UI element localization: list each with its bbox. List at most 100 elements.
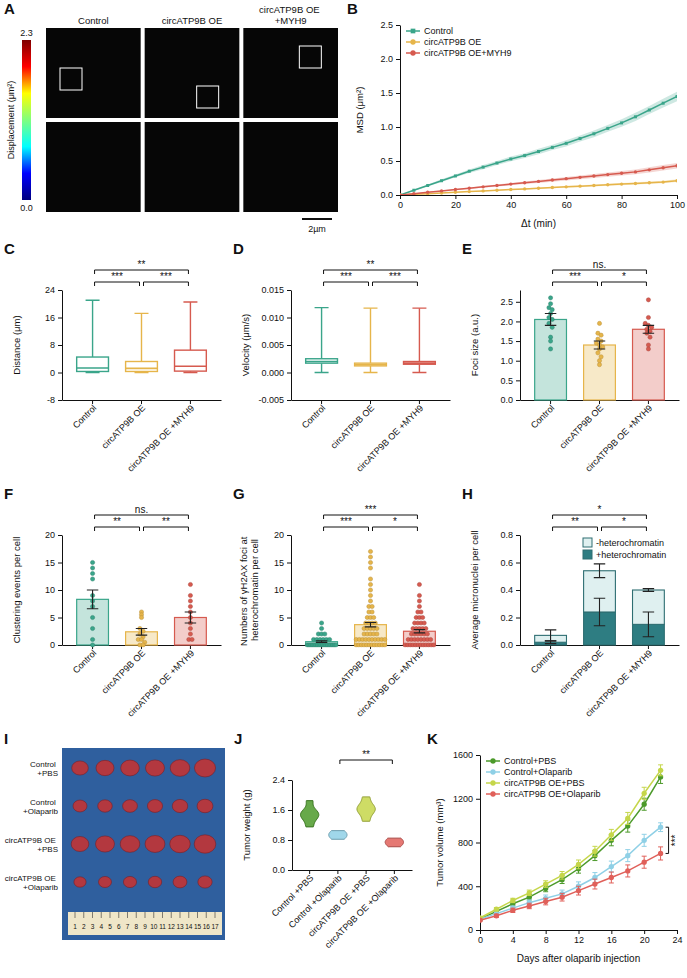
significance-bracket [144,527,189,531]
y-tick-label: 1.5 [380,88,393,98]
data-point [509,157,512,160]
x-axis: ControlcircATP9B OEcircATP9B OE +MYH9 [521,400,680,474]
x-tick: 40 [506,195,516,210]
y-tick-mark [288,870,292,871]
x-tick-mark [511,195,512,199]
significance-label: *** [111,271,123,282]
y-axis-line [62,536,63,646]
data-point [592,174,595,177]
y-tick: 1.6 [272,805,292,815]
y-axis-title: Clustering events per cell [11,537,22,644]
colorbar [22,40,31,200]
x-tick-label: circATP9B OE +MYH9 [125,648,196,719]
x-tick-label: 8 [544,935,549,945]
y-tick: 0 [50,368,62,378]
error-band [400,179,677,195]
data-point [658,825,663,830]
panel-letter: F [4,485,13,502]
x-tick: 0 [398,195,403,210]
y-tick-label: 800 [458,838,473,848]
y-axis: 0.00.81.62.4 [272,775,292,875]
significance-label: *** [670,834,681,846]
x-tick-label: circATP9B OE [558,648,606,696]
column-title-line: circATP9B OE [259,4,322,15]
data-point [648,181,651,184]
bar [584,345,616,400]
x-tick: circATP9B OE +Olaparib [323,870,400,950]
median [77,367,109,369]
legend-label: +heterochromatin [596,550,666,560]
error-bar [642,856,647,868]
ruler-tick [145,912,146,918]
y-tick-label: 15 [45,558,55,568]
error-bar [642,787,647,799]
data-point [527,903,532,908]
x-tick-mark [550,400,551,404]
data-point [625,816,630,821]
x-tick: Control [300,400,328,431]
error-bar [643,325,654,333]
y-tick-label: 0.4 [500,585,513,595]
data-point [527,890,532,895]
data-point [634,170,637,173]
data-point [90,626,94,630]
y-tick-label: 20 [45,530,55,540]
y-axis-title: Distance (μm) [11,315,22,374]
whisker-cap [412,372,426,373]
data-point [440,189,443,192]
y-tick: -8 [47,395,62,405]
ruler [68,912,222,935]
whisker [190,302,191,350]
significance-bracket [324,270,418,274]
significance-label: ns. [135,504,148,515]
tumor [96,836,115,852]
y-tick-mark [288,810,292,811]
y-axis-title: Tumor volume (mm³) [434,798,445,886]
x-tick-mark [337,870,338,874]
data-point [190,637,194,641]
y-tick-label: 0.000 [261,368,284,378]
whisker-cap [412,307,426,308]
x-tick: 20 [640,930,650,945]
y-tick-label: 0 [50,368,55,378]
significance-label: *** [569,271,581,282]
data-point [495,189,498,192]
x-axis: ControlcircATP9B OEcircATP9B OE +MYH9 [63,645,222,719]
significance-bracket [373,282,418,286]
box [355,363,387,366]
plot-area [400,92,677,195]
ruler-label: 10 [150,923,158,930]
x-tick-mark [644,930,645,934]
y-tick-mark [58,618,62,619]
y-tick-mark [516,400,520,401]
x-tick-mark [648,400,649,404]
data-point [188,599,192,603]
y-tick-mark [58,373,62,374]
x-tick-label: circATP9B OE [558,403,606,451]
data-point [548,339,552,343]
x-tick-label: circATP9B OE +MYH9 [354,648,425,719]
ruler-tick [136,912,137,918]
error-bar [642,834,647,846]
data-point [565,142,568,145]
ruler-label: 15 [194,923,202,930]
tumor [147,800,162,813]
y-tick: 24 [45,285,62,295]
x-axis: 020406080100 [398,195,685,210]
ruler-tick [75,912,76,918]
data-point [523,154,526,157]
y-tick-mark [287,290,291,291]
data-point [90,560,94,564]
y-axis-title: Foci size (a.u.) [469,314,480,376]
error-band [400,163,677,195]
tumor [123,800,138,813]
data-point [425,632,429,636]
significance-label: * [598,504,602,515]
data-point [550,308,554,312]
data-point [576,862,581,867]
x-tick-label: Control [300,648,328,676]
column-title: Control [78,15,109,26]
tumor [96,760,114,775]
data-point [606,173,609,176]
panel-letter: I [4,730,8,747]
